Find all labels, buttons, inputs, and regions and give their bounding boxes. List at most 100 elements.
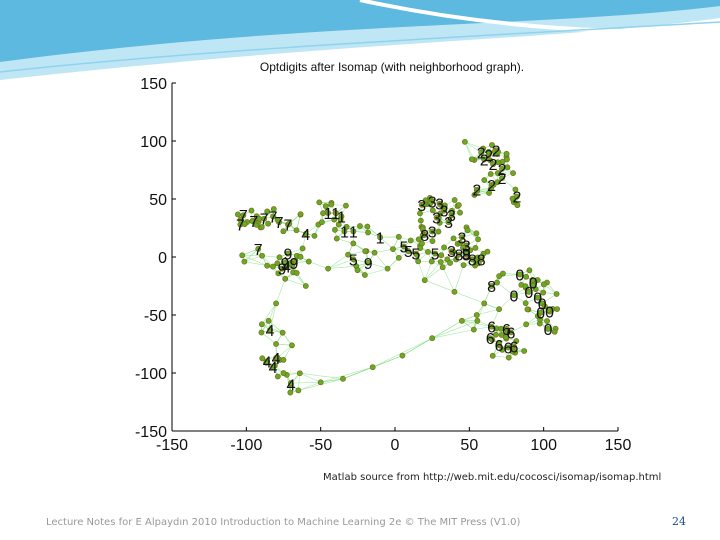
graph-edge [320, 378, 344, 383]
data-point [475, 236, 481, 243]
chart-title: Optdigits after Isomap (with neighborhoo… [260, 60, 524, 74]
data-point [494, 170, 501, 176]
data-point [456, 251, 462, 258]
data-point [523, 321, 530, 328]
graph-edge [290, 381, 321, 384]
digit-label: 3 [447, 208, 456, 225]
graph-edge [328, 265, 357, 269]
digit-label: 3 [440, 204, 449, 221]
data-point [377, 234, 384, 241]
digit-label: 0 [524, 285, 533, 302]
digit-label: 3 [462, 238, 471, 255]
data-point [299, 245, 306, 252]
data-point [475, 260, 482, 267]
data-point [350, 256, 357, 263]
graph-edge [477, 303, 485, 321]
data-point [504, 164, 511, 171]
graph-edge [277, 345, 293, 358]
digit-label: 7 [284, 218, 293, 235]
data-point [441, 202, 448, 209]
graph-edge [327, 259, 354, 269]
data-point [296, 370, 303, 377]
slide-header-swoosh [0, 0, 720, 80]
data-point [472, 245, 479, 251]
data-point [343, 224, 350, 230]
data-point [473, 312, 480, 318]
digit-label: 1 [349, 224, 358, 241]
data-point [333, 235, 340, 242]
data-point [258, 321, 265, 328]
data-points [234, 138, 561, 396]
graph-edge [327, 254, 349, 269]
data-point [540, 289, 547, 296]
digit-label: 6 [507, 325, 516, 342]
graph-edge [464, 141, 484, 149]
data-point [234, 211, 241, 218]
digit-label: 8 [477, 252, 486, 269]
data-point [441, 244, 447, 251]
digit-label: 2 [498, 171, 507, 188]
data-point [429, 228, 436, 235]
data-point [285, 250, 291, 257]
data-point [504, 156, 510, 163]
data-point [258, 224, 265, 231]
data-point [280, 356, 287, 363]
digit-label: 4 [301, 227, 310, 244]
digit-label: 6 [487, 320, 496, 337]
digit-label: 0 [509, 288, 518, 305]
data-point [283, 263, 290, 270]
data-point [463, 250, 470, 257]
data-point [395, 254, 402, 261]
data-point [490, 181, 497, 188]
data-point [337, 216, 344, 223]
data-point [486, 190, 492, 196]
x-tick-label: 100 [530, 437, 557, 454]
data-point [295, 387, 302, 394]
digit-label: 4 [272, 351, 281, 368]
data-point [357, 223, 363, 229]
data-point [447, 260, 453, 266]
data-point [259, 252, 265, 259]
y-tick-label: 100 [140, 134, 167, 151]
data-point [554, 306, 561, 312]
data-point [439, 264, 446, 271]
isomap-figure: Optdigits after Isomap (with neighborhoo… [135, 60, 632, 454]
header-band-thin-line [0, 21, 720, 73]
digit-label: 2 [489, 157, 498, 174]
graph-edge [432, 329, 474, 339]
data-point [494, 159, 501, 166]
digit-label: 6 [509, 339, 518, 356]
data-point [537, 316, 543, 323]
x-tick-label: -100 [230, 437, 262, 454]
digit-label: 9 [284, 247, 293, 264]
data-point [354, 267, 361, 274]
graph-edge [262, 255, 280, 258]
graph-edge [353, 259, 366, 276]
data-point [481, 300, 488, 307]
data-point [461, 138, 468, 145]
data-point [289, 342, 295, 349]
data-point [509, 195, 516, 202]
page-number: 24 [672, 515, 686, 528]
graph-edge [291, 265, 307, 287]
digit-label: 7 [269, 209, 278, 226]
digit-label: 9 [281, 256, 290, 273]
data-point [297, 211, 304, 218]
data-point [369, 364, 376, 371]
x-tick-label: 150 [605, 437, 632, 454]
data-point [325, 265, 331, 272]
graph-edge [348, 250, 366, 255]
data-point [282, 275, 289, 282]
data-point [473, 230, 480, 237]
data-point [302, 230, 309, 237]
data-point [492, 331, 499, 338]
digit-label: 7 [239, 208, 248, 225]
graph-edge [268, 320, 283, 333]
data-point [428, 258, 435, 265]
data-point [467, 247, 474, 254]
digit-label: 2 [472, 183, 481, 200]
digit-label: 9 [364, 256, 373, 273]
data-point [273, 300, 279, 307]
data-point [332, 226, 338, 233]
data-point [432, 250, 439, 257]
